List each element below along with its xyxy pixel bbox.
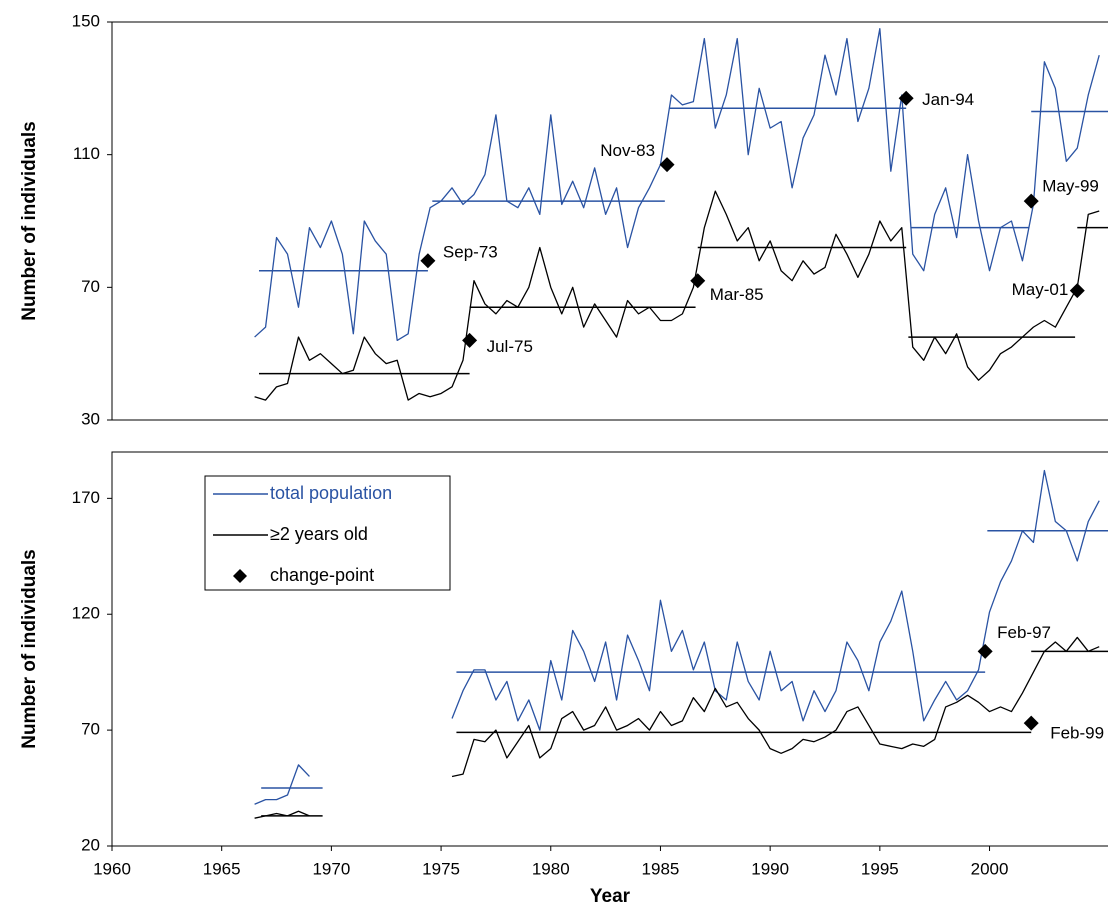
- series-line: [254, 27, 1100, 342]
- change-point: [690, 273, 706, 289]
- change-point: [462, 332, 478, 348]
- y-axis-title: Number of individuals: [19, 549, 40, 749]
- plot-frame: [111, 21, 1108, 421]
- change-point-label: Feb-99: [1050, 724, 1104, 743]
- x-tick-label: 1995: [861, 859, 899, 878]
- y-tick-label: 170: [72, 488, 100, 507]
- y-tick-label: 70: [81, 277, 100, 296]
- series-line: [254, 636, 1100, 819]
- y-tick-label: 110: [73, 144, 100, 163]
- change-point: [420, 253, 436, 269]
- change-point-label: Jan-94: [922, 90, 974, 109]
- change-point-label: Jul-75: [487, 337, 533, 356]
- y-tick-label: 20: [81, 835, 100, 854]
- y-tick-label: 70: [81, 720, 100, 739]
- change-point: [1069, 283, 1085, 299]
- change-point-label: May-99: [1042, 177, 1099, 196]
- legend-box: [204, 475, 451, 591]
- legend-label: total population: [270, 483, 392, 503]
- change-point: [659, 157, 675, 173]
- x-tick-label: 1960: [93, 859, 131, 878]
- change-point: [1023, 193, 1039, 209]
- y-tick-label: 30: [81, 409, 100, 428]
- series-line: [254, 469, 1100, 805]
- y-tick-label: 120: [72, 604, 100, 623]
- x-tick-label: 1965: [203, 859, 241, 878]
- legend-label: ≥2 years old: [270, 524, 368, 544]
- legend: total population ≥2 years old change-point: [204, 475, 451, 591]
- legend-label: change-point: [270, 565, 374, 585]
- change-point: [1023, 715, 1039, 731]
- x-tick-label: 2000: [971, 859, 1009, 878]
- change-point-label: Nov-83: [600, 141, 655, 160]
- change-point: [898, 90, 914, 106]
- y-axis-title: Number of individuals: [19, 121, 40, 321]
- change-point-label: May-01: [1012, 280, 1069, 299]
- x-tick-label: 1970: [312, 859, 350, 878]
- series-line: [254, 190, 1100, 401]
- legend-swatch: [233, 569, 247, 583]
- y-tick-label: 150: [72, 11, 100, 30]
- change-point-label: Mar-85: [710, 285, 764, 304]
- x-tick-label: 1990: [751, 859, 789, 878]
- plot-frame: [111, 451, 1108, 847]
- change-point-label: Sep-73: [443, 242, 498, 261]
- x-tick-label: 1980: [532, 859, 570, 878]
- x-tick-label: 1985: [642, 859, 680, 878]
- x-tick-label: 1975: [422, 859, 460, 878]
- x-axis-title: Year: [590, 886, 631, 907]
- change-point: [977, 643, 993, 659]
- change-point-label: Feb-97: [997, 623, 1051, 642]
